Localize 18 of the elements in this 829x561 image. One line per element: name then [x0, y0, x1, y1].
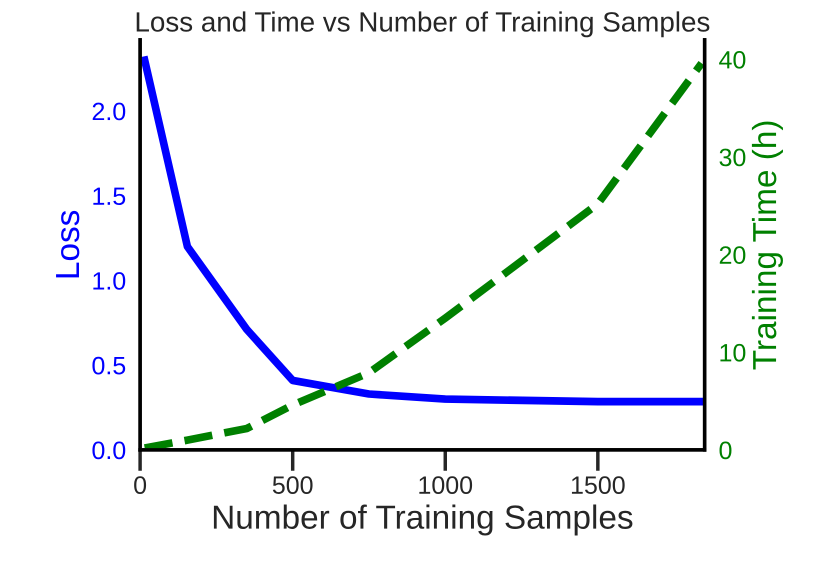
y2-tick-label: 0 — [720, 442, 732, 460]
chart-title: Loss and Time vs Number of Training Samples — [136, 11, 710, 38]
x-tick-label: 1000 — [419, 476, 472, 494]
y-tick-label: 0.0 — [92, 442, 126, 460]
y2-tick-label: 10 — [720, 344, 746, 362]
y2-tick-label: 20 — [720, 246, 746, 264]
x-tick-label: 1500 — [572, 476, 625, 494]
y-tick-label: 0.5 — [92, 356, 126, 374]
y2-axis-title: Training Time (h) — [752, 122, 783, 370]
y-tick-label: 2.0 — [92, 102, 126, 120]
x-axis-title: Number of Training Samples — [214, 504, 632, 536]
y2-tick-label: 30 — [719, 148, 746, 166]
y-axis-title: Loss — [56, 210, 80, 278]
y-tick-label: 1.5 — [93, 188, 126, 206]
y-tick-label: 1.0 — [93, 272, 126, 290]
x-tick-label: 0 — [134, 476, 146, 494]
x-tick-label: 500 — [272, 476, 313, 494]
y2-tick-label: 40 — [719, 50, 746, 69]
